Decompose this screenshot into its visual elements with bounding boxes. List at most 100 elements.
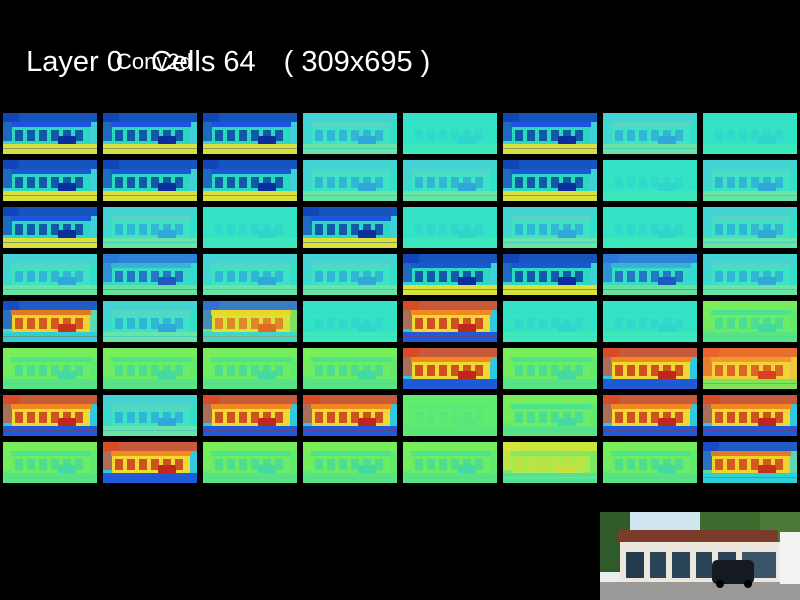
- feature-map-image: [3, 301, 97, 342]
- input-size: ( 309x695 ): [283, 46, 431, 78]
- feature-map-image: [303, 160, 397, 201]
- feature-map-image: [703, 442, 797, 483]
- feature-map-cell-r7-c8: [703, 395, 797, 436]
- feature-map-image: [403, 348, 497, 389]
- feature-map-cell-r7-c1: [3, 395, 97, 436]
- source-image-thumbnail: [600, 512, 800, 600]
- feature-map-cell-r3-c7: [603, 207, 697, 248]
- feature-map-image: [203, 301, 297, 342]
- feature-map-cell-r4-c3: [203, 254, 297, 295]
- feature-map-cell-r6-c3: [203, 348, 297, 389]
- feature-map-image: [503, 301, 597, 342]
- feature-map-cell-r7-c7: [603, 395, 697, 436]
- feature-map-cell-r7-c6: [503, 395, 597, 436]
- feature-map-cell-r8-c3: [203, 442, 297, 483]
- feature-map-cell-r4-c6: [503, 254, 597, 295]
- feature-map-cell-r7-c3: [203, 395, 297, 436]
- feature-map-image: [103, 113, 197, 154]
- cells-count: Cells 64: [150, 46, 256, 78]
- feature-map-cell-r3-c5: [403, 207, 497, 248]
- feature-map-image: [503, 207, 597, 248]
- feature-map-image: [3, 113, 97, 154]
- feature-map-cell-r5-c7: [603, 301, 697, 342]
- feature-map-cell-r2-c5: [403, 160, 497, 201]
- feature-map-image: [503, 254, 597, 295]
- feature-map-image: [403, 160, 497, 201]
- feature-map-cell-r8-c2: [103, 442, 197, 483]
- feature-map-cell-r7-c2: [103, 395, 197, 436]
- feature-map-cell-r8-c6: [503, 442, 597, 483]
- feature-map-image: [3, 254, 97, 295]
- feature-map-cell-r8-c7: [603, 442, 697, 483]
- feature-map-image: [603, 395, 697, 436]
- feature-map-cell-r3-c6: [503, 207, 597, 248]
- feature-map-image: [203, 442, 297, 483]
- storefront-thumbnail-icon: [600, 512, 800, 600]
- feature-map-cell-r4-c1: [3, 254, 97, 295]
- feature-map-cell-r2-c7: [603, 160, 697, 201]
- feature-map-image: [3, 160, 97, 201]
- layer-header: Layer 0 Cells 64 ( 309x695 ): [10, 8, 430, 80]
- feature-map-image: [103, 254, 197, 295]
- feature-map-cell-r5-c1: [3, 301, 97, 342]
- feature-map-cell-r2-c3: [203, 160, 297, 201]
- feature-map-cell-r6-c1: [3, 348, 97, 389]
- feature-map-image: [3, 442, 97, 483]
- feature-map-image: [703, 301, 797, 342]
- feature-map-image: [403, 442, 497, 483]
- feature-map-cell-r3-c4: [303, 207, 397, 248]
- feature-map-image: [603, 348, 697, 389]
- feature-map-image: [403, 301, 497, 342]
- feature-map-cell-r5-c2: [103, 301, 197, 342]
- feature-map-image: [103, 301, 197, 342]
- feature-map-cell-r3-c1: [3, 207, 97, 248]
- feature-map-image: [103, 348, 197, 389]
- feature-map-cell-r1-c7: [603, 113, 697, 154]
- feature-map-image: [3, 395, 97, 436]
- feature-map-cell-r3-c2: [103, 207, 197, 248]
- feature-map-image: [403, 207, 497, 248]
- feature-map-cell-r6-c2: [103, 348, 197, 389]
- feature-map-image: [503, 395, 597, 436]
- feature-map-image: [703, 207, 797, 248]
- feature-map-cell-r8-c8: [703, 442, 797, 483]
- feature-map-image: [203, 160, 297, 201]
- feature-map-cell-r1-c1: [3, 113, 97, 154]
- feature-map-cell-r2-c2: [103, 160, 197, 201]
- feature-map-cell-r1-c8: [703, 113, 797, 154]
- feature-map-cell-r6-c4: [303, 348, 397, 389]
- feature-map-image: [703, 348, 797, 389]
- feature-map-image: [3, 348, 97, 389]
- feature-map-cell-r5-c3: [203, 301, 297, 342]
- feature-map-cell-r5-c6: [503, 301, 597, 342]
- feature-map-cell-r5-c4: [303, 301, 397, 342]
- feature-map-image: [503, 442, 597, 483]
- feature-map-cell-r1-c4: [303, 113, 397, 154]
- feature-map-cell-r6-c8: [703, 348, 797, 389]
- feature-map-image: [103, 207, 197, 248]
- feature-map-image: [303, 442, 397, 483]
- feature-map-cell-r7-c4: [303, 395, 397, 436]
- feature-map-image: [603, 160, 697, 201]
- feature-map-image: [303, 207, 397, 248]
- feature-map-image: [703, 254, 797, 295]
- feature-map-image: [603, 207, 697, 248]
- feature-map-cell-r1-c2: [103, 113, 197, 154]
- feature-map-image: [403, 113, 497, 154]
- feature-map-image: [203, 207, 297, 248]
- feature-map-cell-r8-c5: [403, 442, 497, 483]
- feature-map-cell-r4-c4: [303, 254, 397, 295]
- feature-map-image: [203, 254, 297, 295]
- feature-map-image: [303, 254, 397, 295]
- feature-map-image: [603, 442, 697, 483]
- feature-map-image: [503, 348, 597, 389]
- feature-map-image: [703, 113, 797, 154]
- layer-label: Layer 0: [26, 46, 123, 78]
- feature-map-cell-r8-c1: [3, 442, 97, 483]
- feature-map-image: [603, 301, 697, 342]
- feature-map-cell-r7-c5: [403, 395, 497, 436]
- feature-map-image: [103, 442, 197, 483]
- feature-map-cell-r3-c8: [703, 207, 797, 248]
- feature-map-image: [603, 254, 697, 295]
- feature-map-image: [503, 160, 597, 201]
